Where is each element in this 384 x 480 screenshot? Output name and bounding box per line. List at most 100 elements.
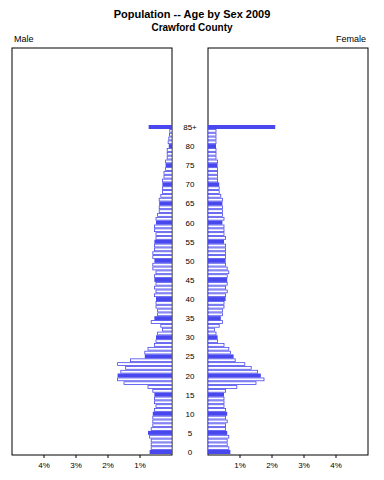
bar (208, 354, 234, 358)
bar (208, 163, 218, 167)
age-label: 15 (186, 391, 195, 400)
bar (126, 366, 172, 369)
bar (208, 435, 229, 438)
bar (169, 137, 172, 140)
bar (208, 344, 224, 347)
bar (208, 179, 218, 182)
bar (151, 439, 172, 442)
tick (272, 455, 273, 458)
bar (208, 259, 226, 263)
bar (154, 240, 172, 244)
series-label: Female (336, 34, 366, 44)
bar (118, 363, 172, 366)
bar (153, 252, 172, 255)
bar (154, 229, 172, 232)
bars (208, 125, 275, 454)
bar (208, 450, 230, 454)
age-label: 25 (186, 352, 195, 361)
bar (208, 171, 218, 174)
age-label: 20 (186, 372, 195, 381)
bar (159, 201, 172, 205)
age-label: 75 (186, 161, 195, 170)
bar (208, 439, 227, 442)
bar (156, 340, 172, 343)
bar (153, 267, 172, 270)
bar (148, 431, 172, 435)
bar (208, 144, 216, 148)
bar (161, 324, 172, 327)
tick-label: 2% (102, 461, 114, 470)
bar (208, 290, 227, 293)
age-label: 80 (186, 142, 195, 151)
tick (108, 455, 109, 458)
bar (208, 252, 226, 255)
bar (208, 160, 218, 163)
bar (156, 217, 172, 220)
bar (208, 397, 224, 400)
bar (153, 256, 172, 259)
bar (159, 206, 172, 209)
bar (208, 347, 229, 350)
age-label: 35 (186, 314, 195, 323)
bar (208, 332, 216, 335)
bar (208, 278, 227, 282)
bar (156, 297, 172, 301)
bar (208, 182, 219, 186)
bar (208, 263, 226, 266)
bar (153, 416, 172, 419)
bar (159, 210, 172, 213)
tick-label: 3% (298, 461, 310, 470)
bar (151, 428, 172, 431)
bar (154, 244, 172, 247)
bar (208, 206, 222, 209)
bar (208, 240, 224, 244)
bar (156, 282, 172, 285)
bar (208, 168, 218, 171)
bar (156, 271, 172, 274)
bar (154, 275, 172, 278)
bar (208, 409, 226, 412)
bar (208, 149, 216, 152)
bar (208, 233, 224, 236)
bar (166, 160, 172, 163)
bar (208, 424, 226, 427)
bar (162, 182, 172, 186)
bar (118, 378, 172, 381)
bar (208, 210, 222, 213)
bar (208, 175, 218, 178)
bar (208, 129, 216, 132)
tick-label: 4% (38, 461, 50, 470)
tick (44, 455, 45, 458)
bar (161, 194, 172, 197)
bar (208, 321, 222, 324)
age-label: 55 (186, 238, 195, 247)
age-label: 85+ (183, 123, 197, 132)
bar (208, 156, 216, 159)
age-label: 65 (186, 199, 195, 208)
bar (148, 386, 172, 389)
bar (208, 309, 222, 312)
bar (208, 443, 227, 446)
bar (208, 305, 224, 308)
age-label: 30 (186, 333, 195, 342)
bar (208, 282, 227, 285)
bar (208, 187, 219, 190)
bar (208, 378, 264, 381)
bar (145, 351, 172, 354)
bar (208, 191, 219, 194)
bar (164, 175, 172, 178)
bar (166, 168, 172, 171)
bar (167, 149, 172, 152)
bar (208, 386, 237, 389)
bar (158, 332, 172, 335)
age-label: 50 (186, 257, 195, 266)
bar (151, 447, 172, 450)
bar (150, 435, 172, 438)
tick-label: 4% (330, 461, 342, 470)
bar (208, 271, 229, 274)
bar (145, 354, 172, 358)
bar (208, 340, 218, 343)
bar (156, 335, 172, 339)
tick (304, 455, 305, 458)
bar (167, 156, 172, 159)
